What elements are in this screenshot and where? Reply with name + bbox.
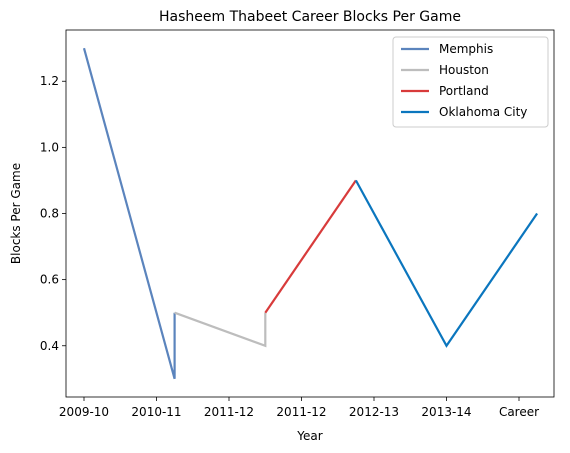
series-line-houston: [174, 311, 267, 348]
y-tick-label: 0.4: [40, 339, 59, 353]
x-tick-label: 2011-12: [204, 405, 254, 419]
series-line-memphis: [82, 47, 176, 380]
series-line-oklahoma-city: [354, 179, 539, 348]
y-axis-label: Blocks Per Game: [9, 163, 23, 264]
y-tick-label: 0.8: [40, 207, 59, 221]
y-axis: 0.4 0.6 0.8 1.0 1.2: [40, 74, 66, 353]
series-lines: [82, 47, 539, 380]
x-tick-label: 2009-10: [59, 405, 109, 419]
y-tick-label: 1.0: [40, 140, 59, 154]
legend: Memphis Houston Portland Oklahoma City: [392, 36, 549, 128]
legend-label-houston: Houston: [439, 63, 489, 77]
chart-title: Hasheem Thabeet Career Blocks Per Game: [159, 9, 461, 25]
x-axis: 2009-10 2010-11 2011-12 2011-12 2012-13 2013-…: [59, 397, 539, 419]
legend-label-portland: Portland: [439, 84, 489, 98]
x-tick-label: 2011-12: [276, 405, 326, 419]
legend-box: [392, 36, 549, 128]
x-tick-label: 2013-14: [421, 405, 471, 419]
legend-label-memphis: Memphis: [439, 42, 493, 56]
x-tick-label: Career: [499, 405, 539, 419]
series-line-portland: [264, 179, 357, 314]
x-axis-label: Year: [296, 429, 322, 443]
x-tick-label: 2010-11: [131, 405, 181, 419]
x-tick-label: 2012-13: [349, 405, 399, 419]
y-tick-label: 0.6: [40, 273, 59, 287]
y-tick-label: 1.2: [40, 74, 59, 88]
legend-label-oklahoma-city: Oklahoma City: [439, 105, 527, 119]
